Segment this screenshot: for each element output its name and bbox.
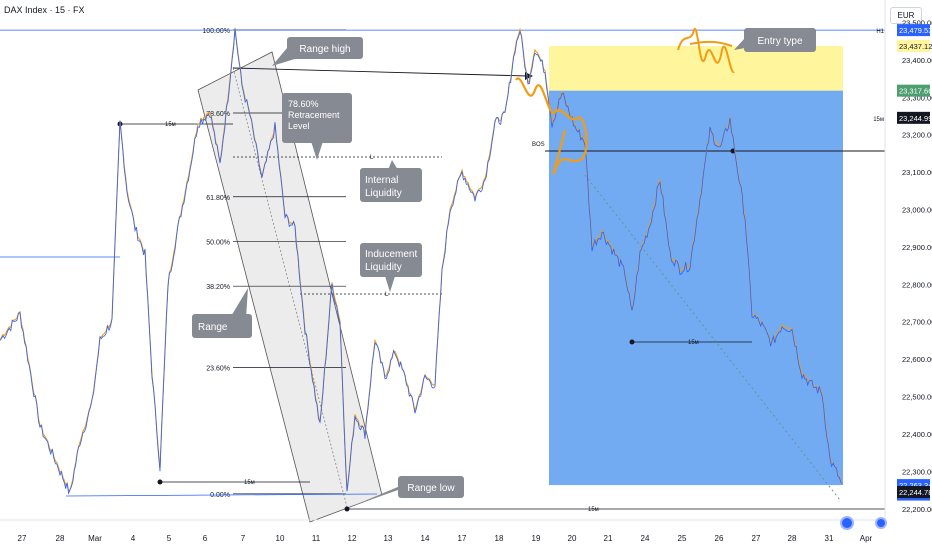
time-axis[interactable]: 27 28 Mar 4 5 6 7 10 11 12 13 14 17 18 19 20 21 24 25 26 27 2… [18, 534, 873, 543]
range-low-dot [344, 506, 350, 512]
price-tick-7: 22,800.00 [902, 280, 932, 289]
time-tick-7: 10 [276, 534, 285, 543]
fib-label-2: 61.80% [206, 195, 230, 202]
price-tick-5: 23,000.00 [902, 205, 932, 214]
time-tick-18: 25 [678, 534, 687, 543]
entry-scribble [515, 77, 588, 175]
price-tick-10: 22,500.00 [902, 393, 932, 402]
price-tick-0: 23,500.00 [902, 18, 932, 27]
price-tag-text-4: 22,263.34 [899, 481, 932, 490]
range-diagonal [232, 67, 348, 508]
stop-zone [549, 90, 843, 486]
price-tick-4: 23,100.00 [902, 168, 932, 177]
callout-range-text: Range [198, 322, 228, 333]
projection-line [584, 174, 841, 501]
time-tick-12: 17 [458, 534, 467, 543]
time-tick-20: 27 [752, 534, 761, 543]
currency-selector[interactable]: EUR [890, 7, 922, 24]
time-tick-5: 6 [203, 534, 208, 543]
price-tick-11: 22,400.00 [902, 430, 932, 439]
price-tag-1 [897, 39, 930, 52]
callout-range-low[interactable]: Range low [350, 476, 464, 507]
line-label-15m-3: 15м [588, 507, 599, 513]
replay-button[interactable] [840, 516, 854, 530]
time-tick-15: 20 [568, 534, 577, 543]
time-tick-17: 24 [641, 534, 650, 543]
time-tick-3: 4 [131, 534, 136, 543]
time-tick-22: 31 [825, 534, 834, 543]
fib-levels: 100.00%78.60%61.80%50.00%38.20%23.60%0.0… [202, 28, 346, 499]
line-label-15m-4: 15м [688, 340, 699, 346]
callout-range-high-text: Range high [299, 44, 350, 55]
price-tick-12: 22,300.00 [902, 467, 932, 476]
fib-label-4: 38.20% [206, 284, 230, 291]
price-tag-3 [897, 111, 930, 124]
price-tag-6 [897, 486, 930, 499]
chart-title: DAX Index · 15 · FX [4, 5, 85, 15]
price-tick-9: 22,600.00 [902, 355, 932, 364]
callout-internal-liquidity[interactable]: Internal Liquidity [360, 160, 422, 202]
price-tick-1: 23,400.00 [902, 56, 932, 65]
entry-type-scribble [677, 27, 735, 74]
liq-label-1: L [370, 155, 374, 161]
fib-label-3: 50.00% [206, 239, 230, 246]
price-tag-name-0: H1 [876, 29, 884, 35]
callout-inducement-liquidity-text: Inducement Liquidity [365, 249, 417, 273]
time-tick-16: 21 [604, 534, 613, 543]
time-tick-10: 13 [384, 534, 393, 543]
range-high-line [232, 67, 528, 77]
time-tick-23: Apr [860, 534, 873, 543]
line-label-15m-2: 15м [244, 480, 255, 486]
callout-range[interactable]: Range [192, 288, 252, 338]
price-tag-0 [897, 24, 930, 37]
fib-label-5: 23.60% [206, 365, 230, 372]
price-tag-text-3: 23,244.99 [899, 114, 932, 123]
level-15m-right-dot [629, 339, 635, 345]
callout-internal-liquidity-text: Internal Liquidity [365, 175, 402, 199]
time-tick-9: 12 [348, 534, 357, 543]
callout-entry-type-text: Entry type [757, 36, 802, 47]
go-to-realtime-button[interactable] [875, 517, 887, 529]
time-tick-4: 5 [167, 534, 172, 543]
price-series [0, 28, 843, 495]
price-tick-3: 23,200.00 [902, 131, 932, 140]
bos-label: BOS [532, 142, 545, 148]
level-15m-mid-dot [157, 479, 163, 485]
time-tick-1: 28 [56, 534, 65, 543]
price-tick-6: 22,900.00 [902, 243, 932, 252]
price-tag-text-6: 22,244.78 [899, 488, 932, 497]
callout-range-high[interactable]: Range high [272, 37, 363, 66]
callout-retracement-text: 78.60% Retracement Level [288, 99, 340, 131]
price-tick-8: 22,700.00 [902, 318, 932, 327]
price-axis[interactable]: 23,500.00 23,400.00 23,300.00 23,200.00 23,1… [902, 18, 932, 513]
callout-entry-type[interactable]: Entry type [734, 28, 816, 52]
price-tag-text-2: 23,317.66 [899, 87, 932, 96]
time-tick-13: 18 [495, 534, 504, 543]
price-labels: 23,479.53 H1 23,437.12 23,317.66 23,244.99 15… [873, 24, 932, 501]
price-tag-2 [897, 84, 930, 97]
line-label-15m-1: 15м [165, 122, 176, 128]
price-tick-13: 22,200.00 [902, 505, 932, 514]
time-tick-11: 14 [421, 534, 430, 543]
price-tick-2: 23,300.00 [902, 93, 932, 102]
fib-label-0: 100.00% [202, 28, 230, 35]
time-tick-2: Mar [88, 534, 102, 543]
price-tag-text-0: 23,479.53 [899, 26, 932, 35]
price-tag-text-1: 23,437.12 [899, 42, 932, 51]
price-tag-name-3: 15м [873, 117, 884, 123]
callout-inducement-liquidity[interactable]: Inducement Liquidity [360, 243, 422, 292]
time-tick-14: 19 [532, 534, 541, 543]
target-zone [549, 45, 843, 91]
time-tick-19: 26 [715, 534, 724, 543]
callout-retracement[interactable]: 78.60% Retracement Level [282, 93, 352, 160]
time-tick-0: 27 [18, 534, 27, 543]
liq-label-2: L [385, 292, 389, 298]
callout-range-low-text: Range low [407, 483, 455, 494]
fib-label-1: 78.60% [206, 111, 230, 118]
range-low-line [65, 493, 378, 497]
time-tick-8: 11 [312, 534, 321, 543]
time-tick-6: 7 [241, 534, 246, 543]
time-tick-21: 28 [788, 534, 797, 543]
